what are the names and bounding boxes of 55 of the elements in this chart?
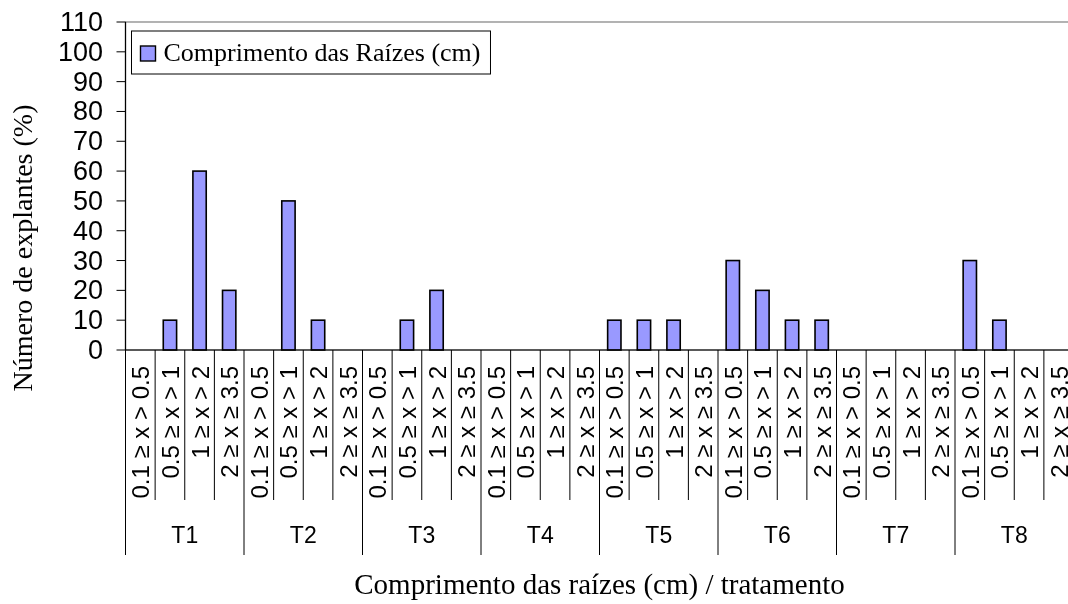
y-tick-label: 80 <box>72 96 103 127</box>
x-tick-label: 0.1 ≥ x > 0.5 <box>363 366 391 499</box>
text: T6 <box>763 522 791 548</box>
y-tick-label: 0 <box>87 335 103 365</box>
y-tick-label: 100 <box>57 36 103 67</box>
y-tick-label: 40 <box>72 215 103 246</box>
x-tick-label: 2 ≥ x ≥ 3.5 <box>215 366 243 478</box>
text: T2 <box>289 522 317 548</box>
x-tick-label: 1 ≥ x > 2 <box>304 366 332 459</box>
text: T7 <box>882 522 910 548</box>
text: T1 <box>171 522 199 548</box>
x-tick-label: 1 ≥ x > 2 <box>660 366 688 459</box>
x-tick-label: 1 ≥ x > 2 <box>778 366 806 459</box>
x-tick-label: 2 ≥ x ≥ 3.5 <box>571 366 599 478</box>
x-tick-label: 0.1 ≥ x > 0.5 <box>956 366 984 499</box>
x-tick-label: 0.5 ≥ x > 1 <box>156 366 184 479</box>
x-tick-label: 0.1 ≥ x > 0.5 <box>600 366 628 499</box>
x-tick-label: 2 ≥ x ≥ 3.5 <box>1045 366 1068 478</box>
y-axis-title: Número de explantes (%) <box>7 104 38 392</box>
x-axis-title: Comprimento das raízes (cm) / tratamento <box>354 568 845 601</box>
y-tick-label: 20 <box>72 275 103 306</box>
x-tick-label: 0.1 ≥ x > 0.5 <box>719 366 747 499</box>
x-tick-label: 0.1 ≥ x > 0.5 <box>126 366 154 499</box>
y-tick-label: 70 <box>72 126 103 157</box>
text: T8 <box>1000 522 1028 548</box>
x-tick-label: 2 ≥ x ≥ 3.5 <box>689 366 717 478</box>
x-tick-label: 0.5 ≥ x > 1 <box>511 366 539 479</box>
y-tick-label: 60 <box>72 156 103 187</box>
x-tick-label: 0.5 ≥ x > 1 <box>867 366 895 479</box>
x-tick-label: 1 ≥ x > 2 <box>541 366 569 459</box>
x-tick-label: 1 ≥ x > 2 <box>423 366 451 459</box>
x-tick-label: 1 ≥ x > 2 <box>1015 366 1043 459</box>
y-tick-label: 110 <box>59 7 103 37</box>
x-tick-label: 0.5 ≥ x > 1 <box>393 366 421 479</box>
x-tick-label: 2 ≥ x ≥ 3.5 <box>808 366 836 478</box>
x-tick-label: 0.1 ≥ x > 0.5 <box>837 366 865 499</box>
x-tick-label: 0.5 ≥ x > 1 <box>274 366 302 479</box>
x-tick-label: 2 ≥ x ≥ 3.5 <box>452 366 480 478</box>
x-tick-label: 1 ≥ x > 2 <box>186 366 214 459</box>
x-tick-label: 1 ≥ x > 2 <box>897 366 925 459</box>
y-tick-label: 10 <box>72 305 103 336</box>
text: T5 <box>645 522 673 548</box>
x-tick-label: 0.1 ≥ x > 0.5 <box>245 366 273 499</box>
x-tick-label: 2 ≥ x ≥ 3.5 <box>334 366 362 478</box>
text: T4 <box>526 522 554 548</box>
legend-label: Comprimento das Raízes (cm) <box>163 38 481 67</box>
y-tick-label: 30 <box>72 245 103 276</box>
text: T3 <box>408 522 436 548</box>
x-tick-label: 2 ≥ x ≥ 3.5 <box>926 366 954 478</box>
y-tick-label: 50 <box>72 185 103 216</box>
x-tick-label: 0.1 ≥ x > 0.5 <box>482 366 510 499</box>
y-tick-label: 90 <box>72 66 103 97</box>
x-tick-label: 0.5 ≥ x > 1 <box>630 366 658 479</box>
x-tick-label: 0.5 ≥ x > 1 <box>985 366 1013 479</box>
x-tick-label: 0.5 ≥ x > 1 <box>748 366 776 479</box>
